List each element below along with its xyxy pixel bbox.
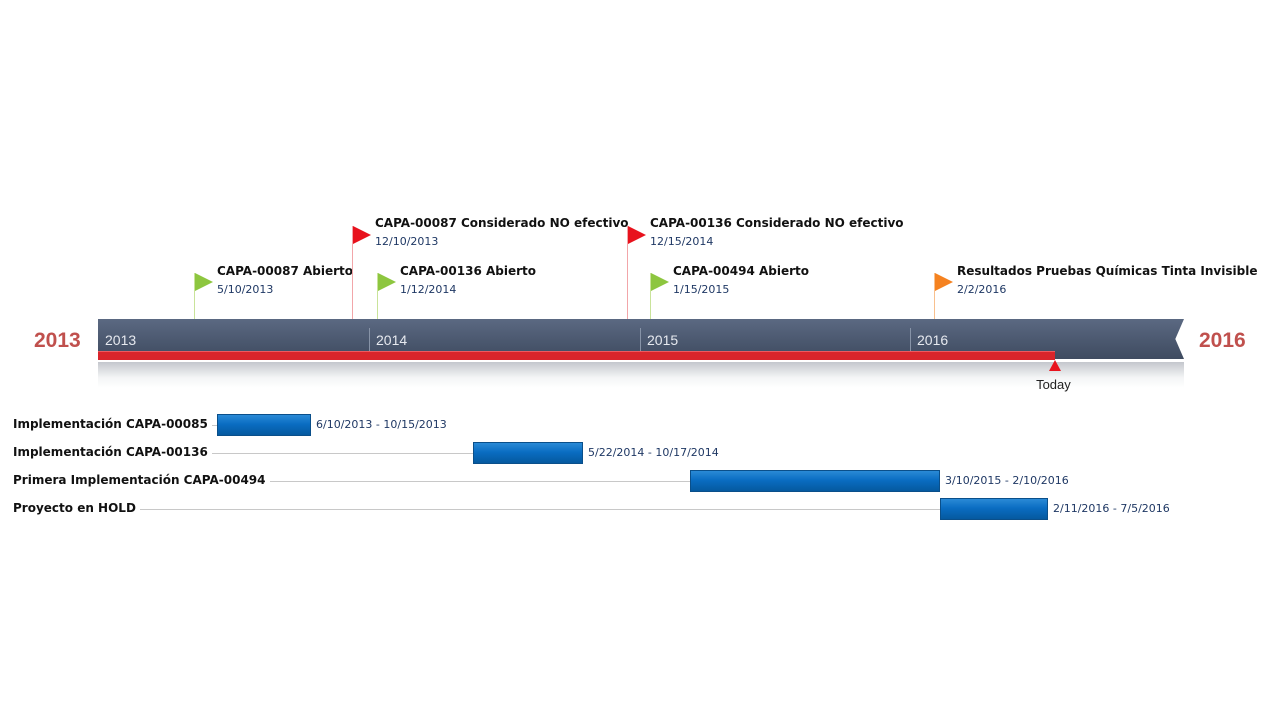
band-divider-2015 [640, 328, 641, 351]
milestone-date: 12/10/2013 [375, 235, 439, 248]
milestone-flag-icon [628, 226, 646, 244]
task-label: Implementación CAPA-00136 [13, 445, 208, 459]
task-label: Primera Implementación CAPA-00494 [13, 473, 266, 487]
task-bar[interactable] [217, 414, 311, 436]
task-bar[interactable] [940, 498, 1048, 520]
task-label: Implementación CAPA-00085 [13, 417, 208, 431]
milestone-stem [934, 273, 935, 319]
task-label: Proyecto en HOLD [13, 501, 136, 515]
milestone-flag-icon [651, 273, 669, 291]
milestone-date: 1/12/2014 [400, 283, 457, 296]
milestone-title: CAPA-00087 Abierto [217, 264, 354, 278]
band-divider-2016 [910, 328, 911, 351]
milestone-title: CAPA-00136 Considerado NO efectivo [650, 216, 904, 230]
milestone-flag-icon [378, 273, 396, 291]
milestone-stem [650, 273, 651, 319]
milestone-date: 12/15/2014 [650, 235, 714, 248]
task-date-range: 6/10/2013 - 10/15/2013 [316, 418, 447, 431]
milestone-flag-icon [353, 226, 371, 244]
milestone-flag-icon [195, 273, 213, 291]
milestone-stem [352, 226, 353, 319]
milestone-stem [194, 273, 195, 319]
milestone-title: CAPA-00087 Considerado NO efectivo [375, 216, 629, 230]
band-divider-2014 [369, 328, 370, 351]
milestone-date: 5/10/2013 [217, 283, 274, 296]
today-marker-icon [1049, 360, 1062, 371]
start-year-label: 2013 [34, 329, 81, 352]
end-year-label: 2016 [1199, 329, 1246, 352]
milestone-title: CAPA-00494 Abierto [673, 264, 810, 278]
milestone-flag-icon [935, 273, 953, 291]
task-guide-line [269, 481, 690, 482]
milestone-date: 1/15/2015 [673, 283, 730, 296]
band-year-2014: 2014 [376, 332, 408, 348]
task-bar[interactable] [473, 442, 583, 464]
milestone-title: Resultados Pruebas Químicas Tinta Invisi… [957, 264, 1258, 278]
band-year-2016: 2016 [917, 332, 949, 348]
elapsed-progress-bar [98, 351, 1056, 360]
milestone-date: 2/2/2016 [957, 283, 1007, 296]
band-year-2013: 2013 [105, 332, 137, 348]
task-bar[interactable] [690, 470, 940, 492]
task-date-range: 2/11/2016 - 7/5/2016 [1053, 502, 1170, 515]
today-label: Today [1036, 377, 1071, 392]
task-guide-line [211, 425, 217, 426]
task-date-range: 3/10/2015 - 2/10/2016 [945, 474, 1069, 487]
band-year-2015: 2015 [647, 332, 679, 348]
task-date-range: 5/22/2014 - 10/17/2014 [588, 446, 719, 459]
task-guide-line [139, 509, 940, 510]
task-guide-line [211, 453, 473, 454]
milestone-title: CAPA-00136 Abierto [400, 264, 537, 278]
milestone-stem [627, 226, 628, 319]
milestone-stem [377, 273, 378, 319]
timeline-band-reflection [98, 362, 1184, 388]
